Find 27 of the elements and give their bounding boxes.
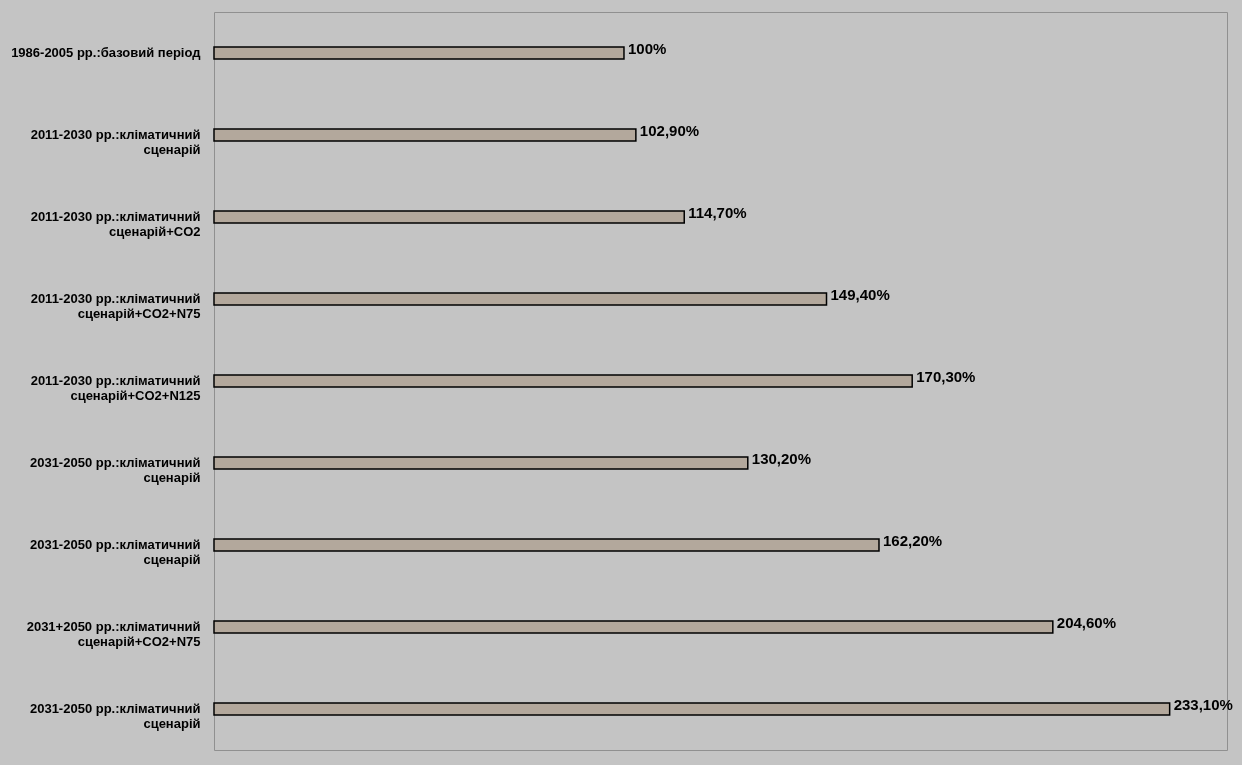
data-label: 102,90% [639,122,700,139]
data-label: 170,30% [916,368,976,385]
bar [213,374,913,388]
y-tick-label: 2031-2050 рр.:кліматичний сценарій [29,537,201,567]
bar [213,456,749,470]
data-label: 149,40% [830,286,890,303]
data-label: 100% [627,40,667,57]
y-tick-label: 2011-2030 рр.:кліматичний сценарій+CO2+N75 [30,291,201,321]
data-label: 130,20% [751,450,812,467]
bar [213,620,1054,634]
bar [213,210,685,224]
bar [213,128,637,142]
y-tick-label: 2011-2030 рр.:кліматичний сценарій [30,127,201,157]
data-label: 162,20% [882,532,943,549]
data-label: 233,10% [1173,696,1233,713]
y-tick-label: 1986-2005 рр.:базовий період [11,45,202,60]
bar [213,46,625,60]
y-tick-label: 2031+2050 рр.:кліматичний сценарій+CO2+N75 [26,619,201,649]
y-tick-label: 2011-2030 рр.:кліматичний сценарій+CO2 [30,209,201,239]
y-tick-label: 2011-2030 рр.:кліматичний сценарій+CO2+N125 [30,373,201,403]
y-tick-label: 2031-2050 рр.:кліматичний сценарій [29,455,201,485]
y-tick-label: 2031-2050 рр.:кліматичний сценарій [29,701,201,731]
data-label: 204,60% [1056,614,1117,631]
bar [213,538,880,552]
data-label: 114,70% [688,204,747,221]
bar [213,292,828,306]
bar [213,702,1171,716]
